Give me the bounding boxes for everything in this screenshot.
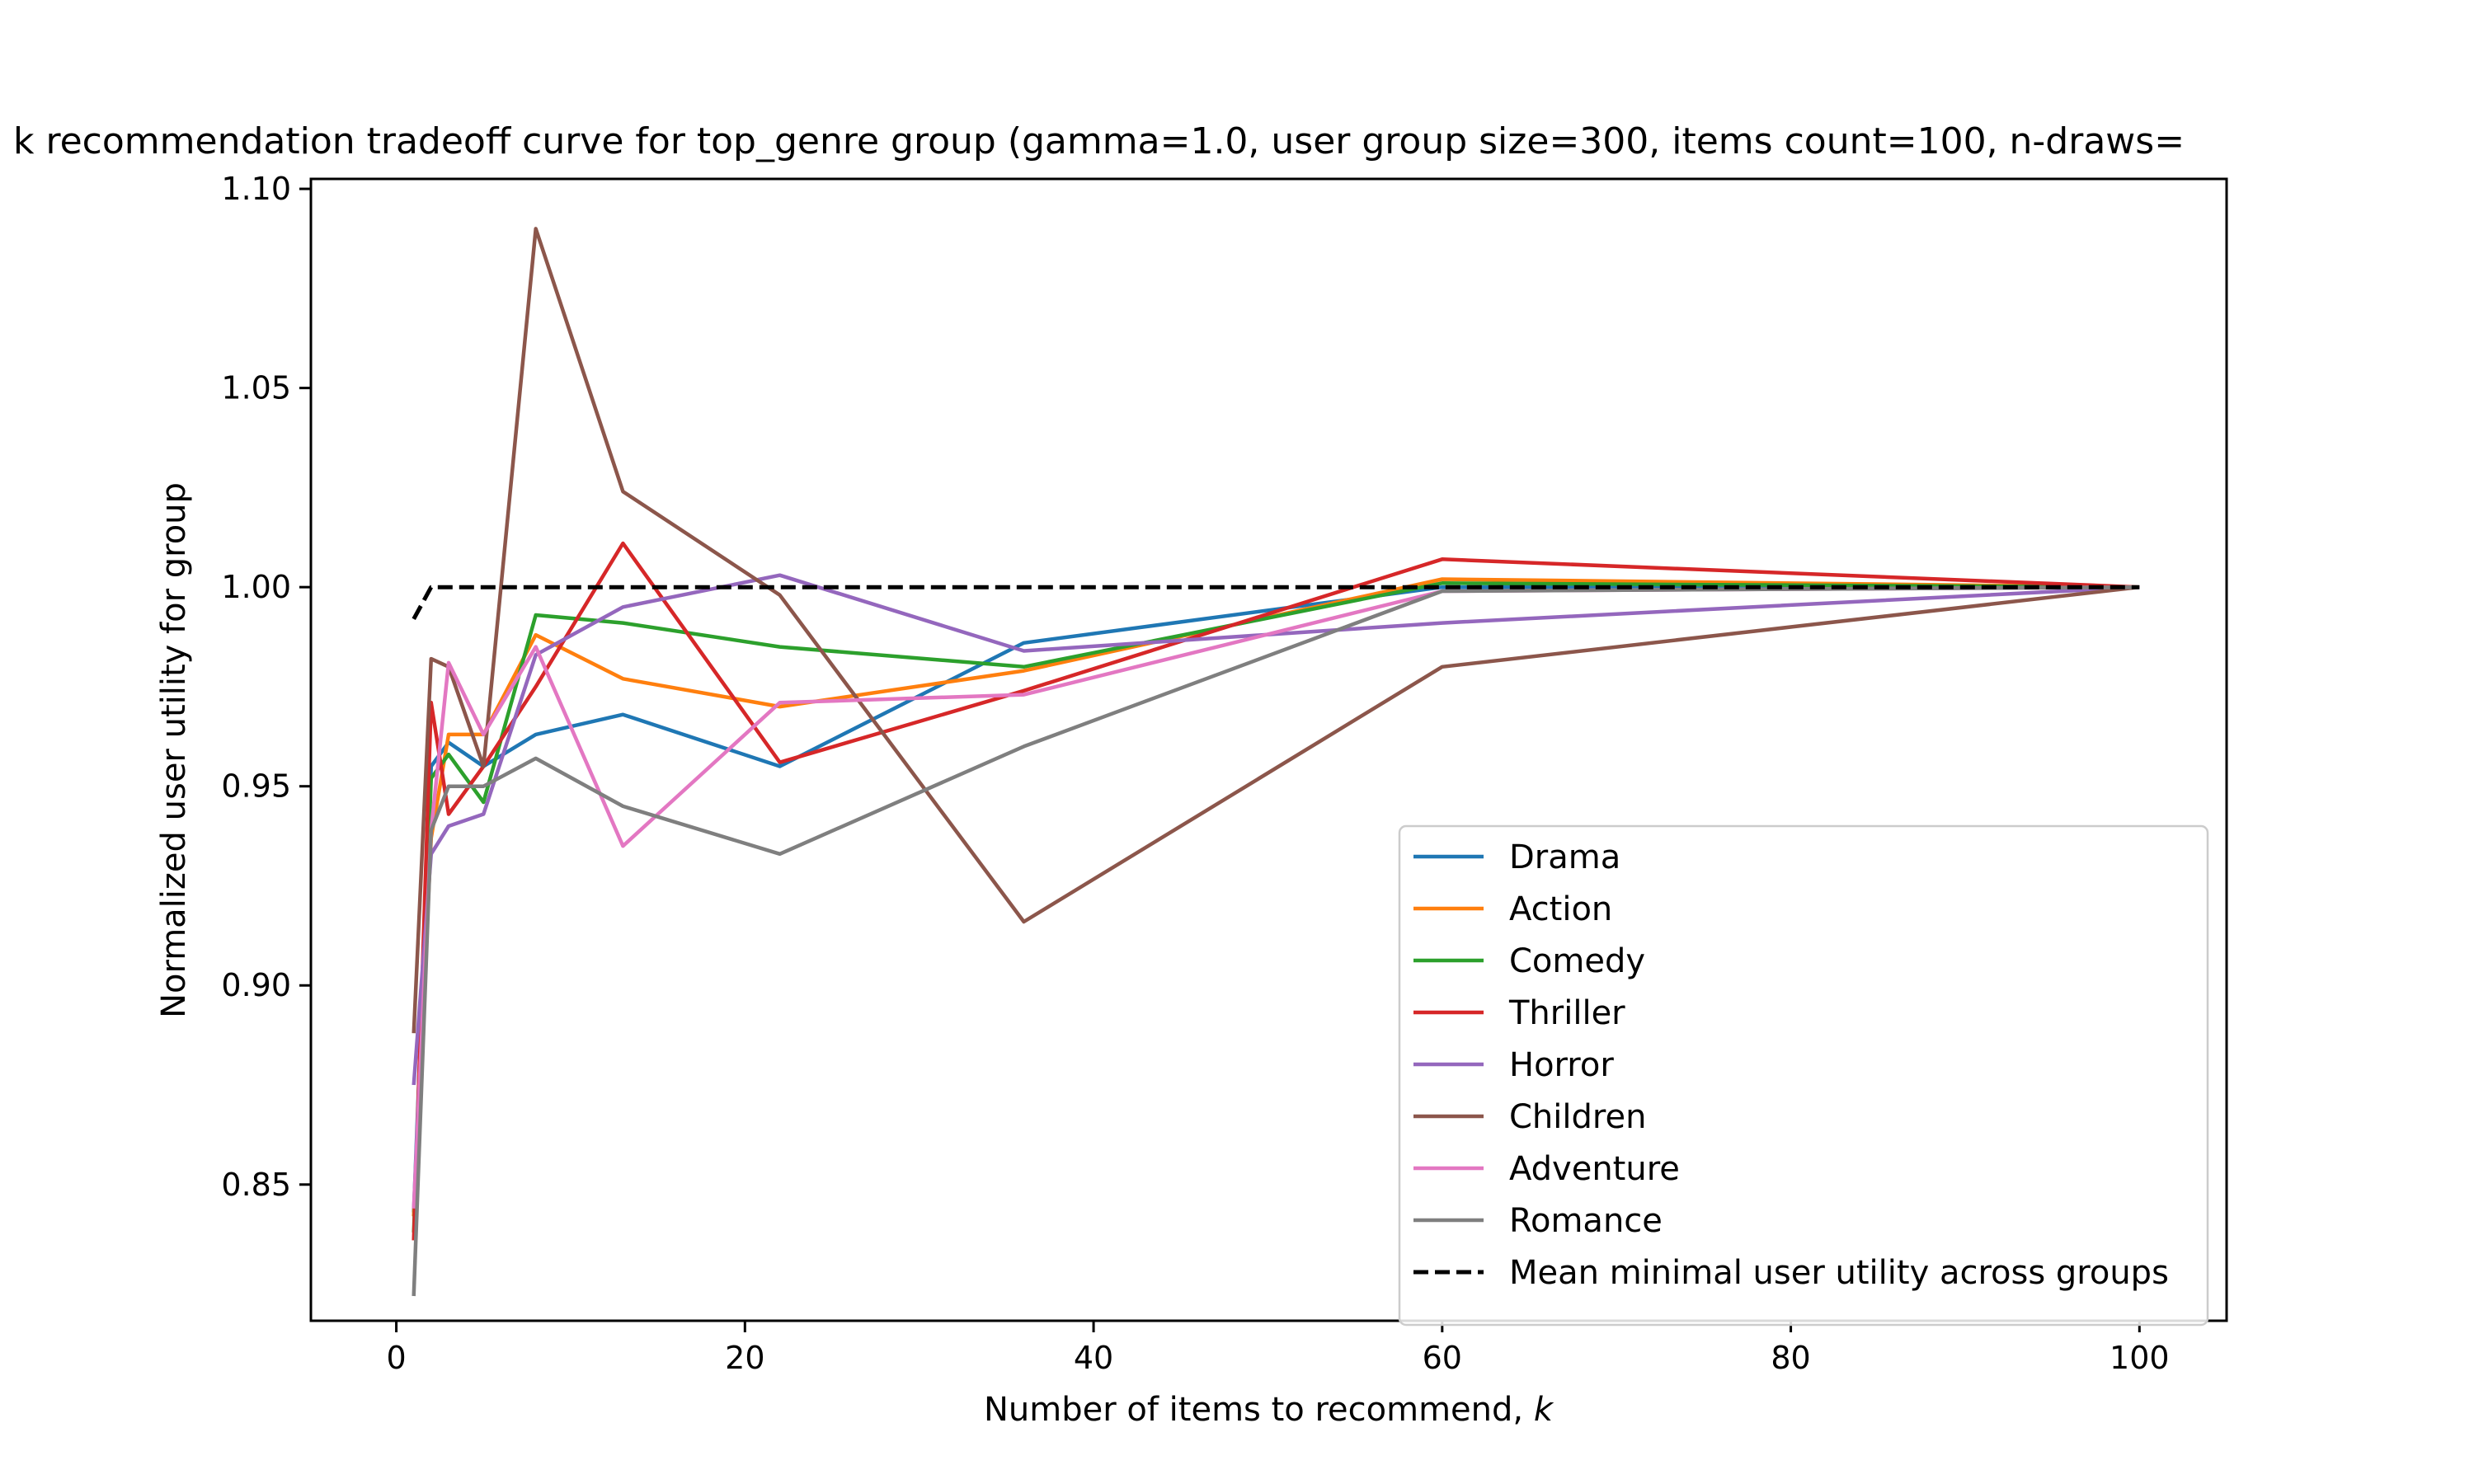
chart-title: k recommendation tradeoff curve for top_… — [13, 120, 2185, 162]
y-tick-label: 1.10 — [221, 171, 291, 207]
legend-label: Comedy — [1509, 942, 1645, 980]
y-tick-label: 0.85 — [221, 1167, 291, 1203]
axes-frame — [309, 177, 2228, 1322]
legend-box — [1398, 824, 2209, 1327]
x-axis-label: Number of items to recommend, k — [984, 1391, 1554, 1429]
y-axis-label: Normalized user utility for group — [155, 482, 193, 1018]
plot-area — [412, 227, 2140, 1297]
x-axis-label-variable: k — [1534, 1391, 1554, 1429]
legend: Drama Action Comedy Thriller Horror Children A… — [1398, 824, 2209, 1327]
legend-label: Action — [1509, 890, 1612, 928]
x-axis: 0 20 40 60 80 100 — [386, 1321, 2170, 1376]
x-tick-label: 80 — [1771, 1340, 1810, 1376]
x-tick-label: 60 — [1423, 1340, 1462, 1376]
legend-label: Mean minimal user utility across groups — [1509, 1254, 2169, 1292]
legend-label: Adventure — [1509, 1150, 1680, 1188]
x-tick-label: 20 — [725, 1340, 764, 1376]
legend-label: Thriller — [1508, 994, 1625, 1032]
y-tick-label: 1.05 — [221, 370, 291, 406]
y-axis: 0.85 0.90 0.95 1.00 1.05 1.10 — [221, 171, 311, 1203]
y-tick-label: 1.00 — [221, 569, 291, 605]
x-tick-label: 100 — [2109, 1340, 2170, 1376]
x-tick-label: 40 — [1074, 1340, 1113, 1376]
x-axis-label-text: Number of items to recommend, — [984, 1391, 1534, 1429]
legend-label: Romance — [1509, 1202, 1663, 1240]
series-line-4 — [412, 573, 2140, 1086]
series-line-7 — [412, 585, 2140, 1297]
y-tick-label: 0.90 — [221, 967, 291, 1003]
y-tick-label: 0.95 — [221, 768, 291, 805]
legend-label: Horror — [1509, 1046, 1614, 1084]
legend-label: Children — [1509, 1098, 1646, 1136]
legend-label: Drama — [1509, 838, 1620, 876]
x-tick-label: 0 — [386, 1340, 406, 1376]
series-line-6 — [412, 585, 2140, 1209]
series-line-5 — [412, 227, 2140, 1034]
series-line-8 — [412, 585, 2140, 620]
